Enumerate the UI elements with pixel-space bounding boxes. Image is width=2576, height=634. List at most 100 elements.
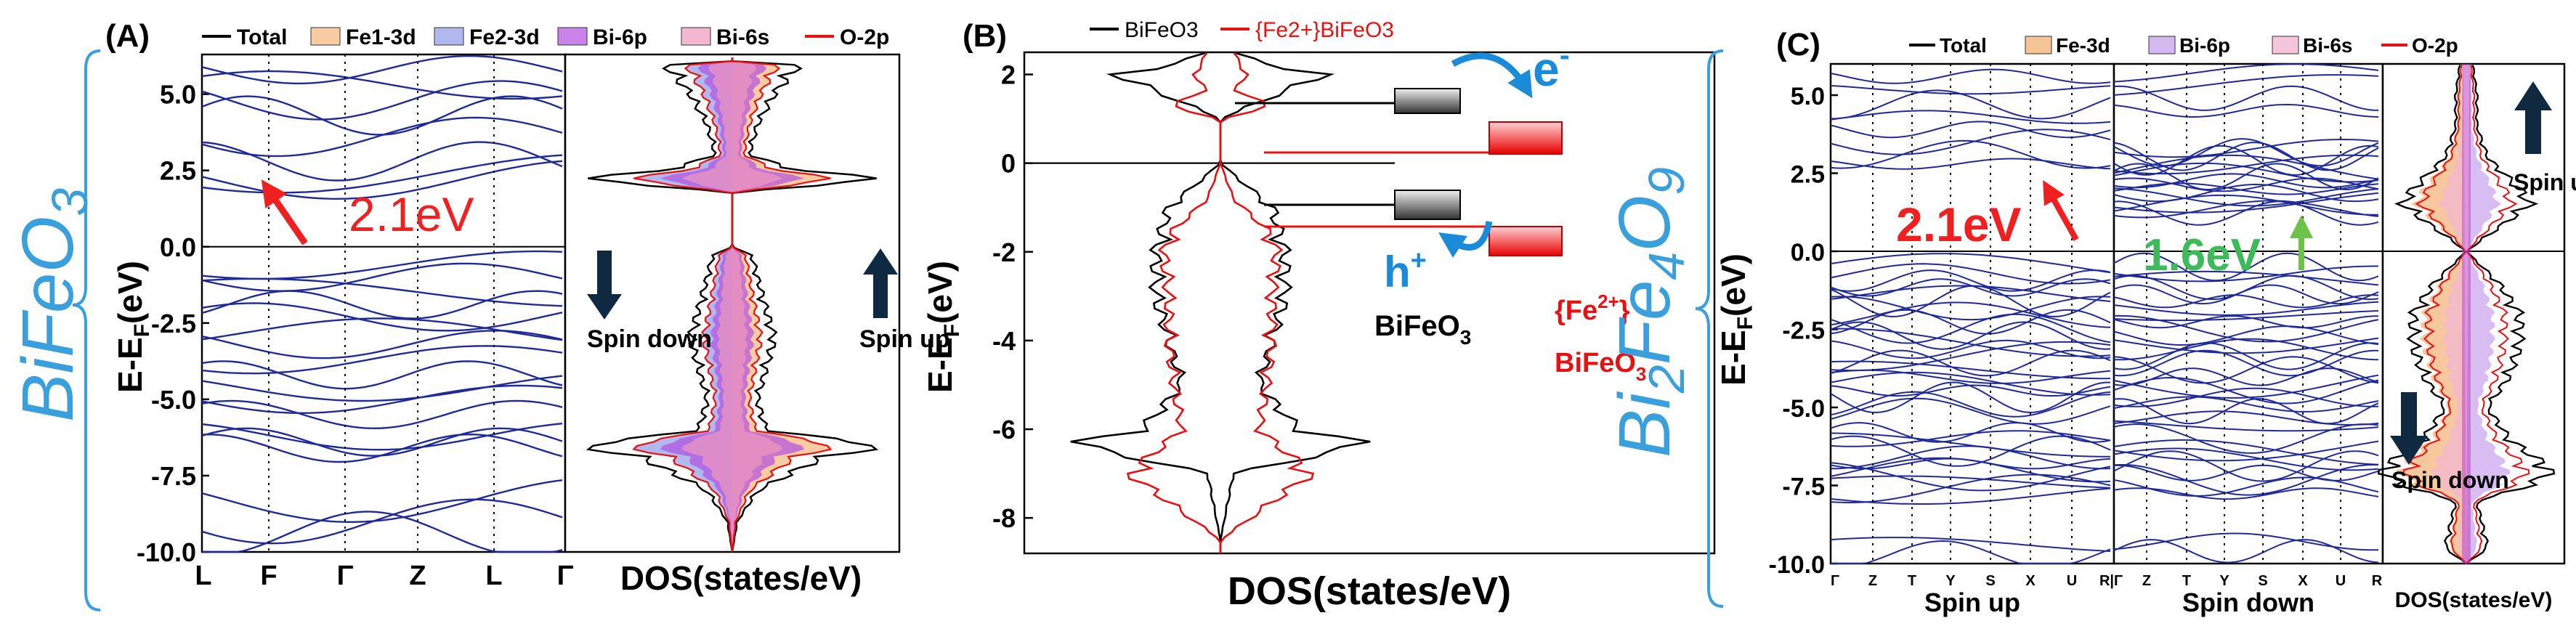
legend-label: Bi-6s — [2303, 34, 2352, 57]
band-line — [1830, 341, 2111, 372]
panel-c: (C) Bi2Fe4O9 E-EF(eV) 5.0 2.5 0.0 -2.5 -5.0 -… — [1604, 27, 2576, 617]
band-line — [1830, 349, 2111, 377]
band-line — [201, 479, 563, 523]
panel-b-hole-arrow — [1438, 221, 1493, 258]
ytick-label: -5.0 — [151, 385, 196, 415]
band-line — [2113, 63, 2379, 83]
ytick-label: -6 — [992, 415, 1016, 444]
band-line — [1830, 296, 2111, 321]
panel-b-label: (B) — [963, 18, 1007, 54]
band-line — [1830, 462, 2111, 492]
band-line — [1831, 445, 2111, 470]
dos-line-doped — [1126, 52, 1222, 553]
legend-swatch — [2272, 36, 2299, 54]
ytick-label: 0.0 — [1791, 239, 1825, 267]
ytick-label: -7.5 — [1782, 474, 1825, 501]
band-line — [201, 80, 563, 121]
kpoint-label: X — [2025, 573, 2036, 589]
band-line — [201, 498, 563, 545]
band-line — [1830, 139, 2111, 169]
ytick-label: 5.0 — [1791, 83, 1825, 110]
kpoint-label: X — [2298, 573, 2308, 589]
panel-b-electron-arrow — [1451, 52, 1533, 99]
band-line — [2113, 194, 2378, 216]
panel-a-spin-down-label: Spin down — [587, 325, 712, 353]
ytick-label: -2.5 — [1782, 317, 1825, 345]
band-line — [201, 277, 563, 307]
legend-label: {Fe2+}BiFeO3 — [1255, 18, 1394, 42]
ytick-label: 0.0 — [160, 232, 196, 262]
ytick-label: 2.5 — [1791, 161, 1825, 189]
panel-c-dos-curves — [2377, 64, 2556, 564]
band-line — [201, 423, 563, 451]
band-line — [2113, 85, 2379, 111]
panel-a-bandgap: 2.1eV — [349, 187, 474, 241]
band-line — [2113, 284, 2379, 305]
band-line — [1830, 89, 2111, 120]
band-line — [201, 330, 563, 359]
panel-b-legend: BiFeO3 {Fe2+}BiFeO3 — [1090, 18, 1394, 42]
panel-a-spin-down-arrow — [587, 251, 622, 320]
panel-a-brace — [72, 49, 101, 611]
kpoint-label: Γ — [337, 561, 354, 591]
band-line — [1830, 313, 2111, 344]
pristine-cb-level — [1394, 88, 1461, 114]
band-line — [1830, 487, 2111, 505]
panel-b-ylabel: E-EF(eV) — [921, 261, 964, 393]
band-line — [1830, 381, 2110, 414]
band-line — [1830, 371, 2111, 396]
panel-c-bandgap-up: 2.1eV — [1896, 198, 2021, 251]
dos-total-line — [586, 57, 734, 553]
panel-a-spin-up-label: Spin up — [859, 325, 950, 353]
band-line — [2113, 200, 2379, 219]
panel-a-spin-up-arrow — [863, 248, 898, 318]
band-line — [2113, 463, 2379, 496]
band-line — [1830, 285, 2111, 318]
band-line — [201, 360, 563, 390]
panel-c-legend: Total Fe-3d Bi-6p Bi-6s O-2p — [1909, 34, 2458, 57]
legend-label: BiFeO3 — [1125, 18, 1199, 42]
doped-vb-level — [1489, 226, 1563, 256]
band-line — [1830, 328, 2111, 357]
kpoint-label: Z — [409, 561, 426, 591]
band-line — [2113, 398, 2379, 425]
panel-a-dos-curves — [586, 54, 879, 553]
band-line — [2113, 182, 2379, 195]
dos-bi-strip — [2462, 64, 2471, 564]
band-line — [1830, 253, 2111, 274]
legend-swatch — [310, 27, 341, 46]
band-line — [202, 511, 563, 553]
panel-b-frame — [1023, 51, 1716, 555]
band-line — [1830, 397, 2111, 425]
ytick-label: 0 — [1001, 149, 1016, 179]
band-line — [2113, 301, 2379, 316]
panel-a-label: (A) — [105, 18, 150, 54]
band-line — [2113, 162, 2379, 183]
band-line — [1830, 435, 2111, 467]
band-line — [2113, 177, 2379, 192]
kpoint-label: S — [2258, 573, 2267, 589]
dos-o2p-line — [2466, 65, 2530, 564]
kpoint-label: L — [485, 561, 502, 591]
kpoint-label: Z — [2142, 573, 2151, 589]
legend-label: O-2p — [2412, 34, 2458, 57]
legend-label: Fe1-3d — [346, 25, 416, 49]
band-line — [1830, 309, 2111, 335]
panel-c-yticks: 5.0 2.5 0.0 -2.5 -5.0 -7.5 -10.0 — [1769, 83, 2564, 579]
band-line — [2113, 183, 2379, 203]
panel-a-yticks: 5.0 2.5 0.0 -2.5 -5.0 -7.5 -10.0 — [137, 80, 899, 567]
panel-c-compound-label: Bi2Fe4O9 — [1604, 167, 1695, 458]
band-line — [1830, 68, 2111, 84]
band-line — [201, 384, 563, 415]
band-line — [2113, 367, 2379, 386]
panel-b-yticks: 2 0 -2 -4 -6 -8 — [992, 60, 1395, 533]
kpoint-label: Y — [2219, 573, 2229, 589]
kpoint-label: R|Γ — [2099, 573, 2123, 589]
panel-c-spin-up-arrow — [2514, 81, 2552, 154]
ytick-label: -10.0 — [137, 537, 196, 567]
dos-total-line — [2377, 65, 2467, 564]
band-line — [201, 54, 563, 85]
band-line — [2113, 440, 2379, 462]
